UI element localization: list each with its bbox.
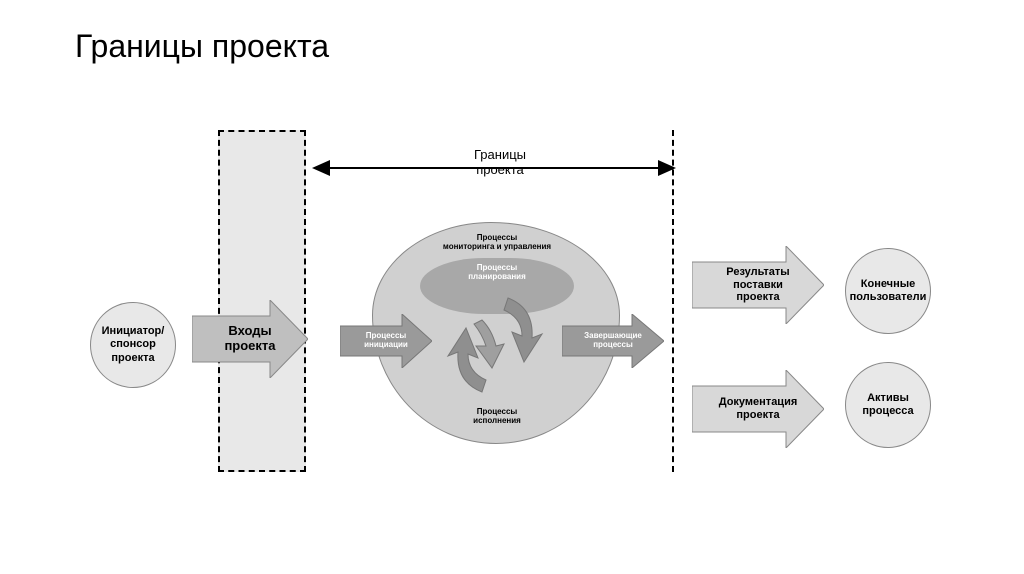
monitoring-label: Процессымониторинга и управления (412, 234, 582, 252)
execution-label: Процессыисполнения (450, 408, 544, 426)
diagram-container: Границыпроекта Инициатор/спонсорпроекта … (90, 130, 930, 490)
init-process-arrow: Процессыинициации (340, 314, 432, 368)
process-assets-label: Активыпроцесса (862, 392, 913, 418)
boundary-arrow-right-head (656, 158, 676, 178)
cycle-arrows (430, 280, 560, 410)
inputs-arrow: Входыпроекта (192, 300, 308, 378)
inputs-arrow-label: Входыпроекта (192, 324, 308, 354)
end-users-circle: Конечныепользователи (845, 248, 931, 334)
boundary-label: Границыпроекта (460, 148, 540, 178)
end-users-label: Конечныепользователи (850, 278, 927, 304)
dashed-output-boundary (672, 130, 674, 472)
initiator-circle: Инициатор/спонсорпроекта (90, 302, 176, 388)
documentation-arrow-label: Документацияпроекта (692, 396, 824, 421)
results-arrow: Результатыпоставкипроекта (692, 246, 824, 324)
planning-label: Процессыпланирования (450, 264, 544, 282)
closing-process-label: Завершающиепроцессы (562, 331, 664, 349)
process-assets-circle: Активыпроцесса (845, 362, 931, 448)
boundary-arrow-left-head (312, 158, 332, 178)
page-title: Границы проекта (75, 28, 329, 65)
results-arrow-label: Результатыпоставкипроекта (692, 266, 824, 304)
init-process-label: Процессыинициации (340, 331, 432, 349)
documentation-arrow: Документацияпроекта (692, 370, 824, 448)
closing-process-arrow: Завершающиепроцессы (562, 314, 664, 368)
initiator-label: Инициатор/спонсорпроекта (102, 325, 165, 365)
